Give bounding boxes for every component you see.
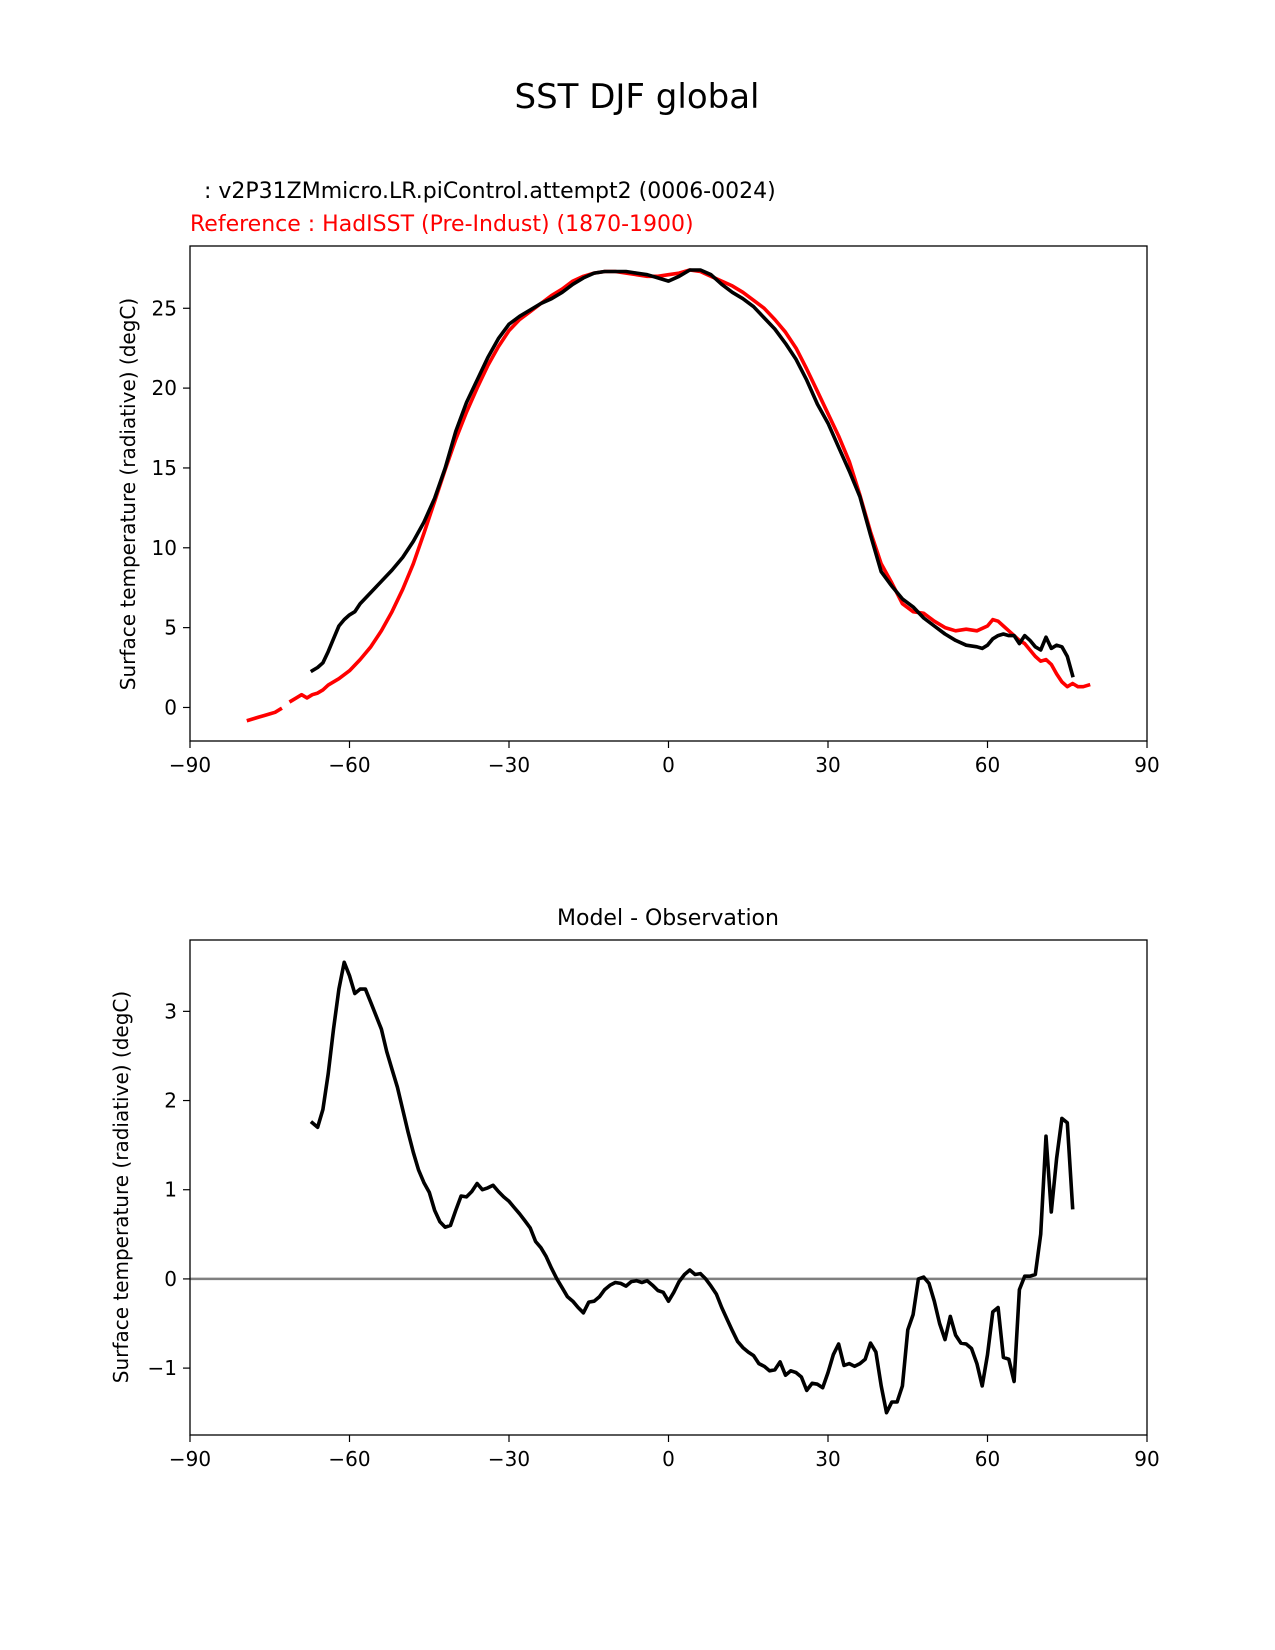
y-tick-label: 15: [152, 456, 177, 480]
x-tick-label: −30: [488, 1447, 530, 1471]
x-tick-label: −90: [169, 753, 211, 777]
y-tick-label: 5: [164, 616, 177, 640]
reference-series-line: [246, 268, 1091, 723]
x-tick-label: −90: [169, 1447, 211, 1471]
model-series-line: [309, 268, 1075, 678]
y-tick-label: 20: [152, 376, 177, 400]
diff-plot-title: Model - Observation: [557, 906, 779, 931]
model-label: : v2P31ZMmicro.LR.piControl.attempt2 (00…: [190, 179, 776, 204]
axes-frame: [189, 939, 1148, 1436]
x-tick-label: 0: [662, 1447, 675, 1471]
axes-frame: [189, 245, 1148, 742]
y-tick-label: 0: [164, 1267, 177, 1291]
y-tick-label: 10: [152, 536, 177, 560]
x-tick-label: −30: [488, 753, 530, 777]
y-tick-label: 1: [164, 1178, 177, 1202]
x-tick-label: 90: [1134, 1447, 1159, 1471]
x-tick-label: 30: [815, 1447, 840, 1471]
y-tick-label: 25: [152, 296, 177, 320]
plot-lines: [190, 960, 1147, 1415]
y-tick-label: 2: [164, 1089, 177, 1113]
axis-ticks: −90 −60 −30 0 30 60 90 0 5 10 15 20 25: [152, 296, 1160, 777]
x-tick-label: 60: [975, 753, 1000, 777]
y-tick-label: 0: [164, 695, 177, 719]
x-tick-label: 30: [815, 753, 840, 777]
axis-ticks: −90 −60 −30 0 30 60 90 −1 0 1 2 3: [148, 999, 1160, 1471]
reference-label: Reference : HadISST (Pre-Indust) (1870-1…: [190, 212, 694, 237]
difference-series-line: [309, 960, 1075, 1415]
plot-lines: [246, 268, 1091, 723]
y-axis-label: Surface temperature (radiative) (degC): [109, 991, 133, 1383]
bottom-panel: Model - Observation Surface temperature …: [109, 906, 1160, 1471]
y-tick-label: −1: [148, 1356, 177, 1380]
x-tick-label: 0: [662, 753, 675, 777]
y-axis-label: Surface temperature (radiative) (degC): [116, 298, 140, 690]
top-panel: : v2P31ZMmicro.LR.piControl.attempt2 (00…: [116, 179, 1160, 777]
figure-title: SST DJF global: [514, 77, 759, 117]
x-tick-label: 60: [975, 1447, 1000, 1471]
x-tick-label: 90: [1134, 753, 1159, 777]
y-tick-label: 3: [164, 999, 177, 1023]
x-tick-label: −60: [328, 1447, 370, 1471]
x-tick-label: −60: [328, 753, 370, 777]
